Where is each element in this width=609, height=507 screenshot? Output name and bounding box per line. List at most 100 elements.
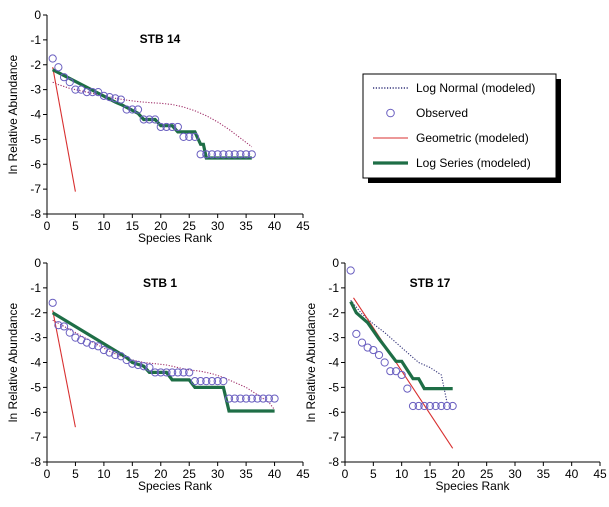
x-axis-label: Species Rank (435, 479, 510, 493)
observed-point (207, 377, 217, 386)
observed-point (54, 321, 63, 330)
observed-point (48, 54, 57, 63)
x-tick-label: 45 (593, 467, 607, 481)
observed-point (247, 394, 256, 403)
observed-point (224, 150, 234, 159)
y-tick-label: -1 (30, 281, 41, 295)
x-tick-label: 40 (268, 219, 282, 233)
y-tick-label: -4 (30, 356, 41, 370)
observed-point (264, 394, 273, 403)
observed-point (369, 345, 378, 355)
observed-point (230, 150, 239, 159)
observed-point (179, 132, 188, 141)
x-tick-label: 15 (423, 467, 437, 481)
log-normal-line (52, 81, 253, 148)
observed-point (236, 394, 245, 403)
observed-point (77, 85, 86, 94)
log-series-line (51, 68, 252, 160)
y-tick-label: 0 (34, 8, 41, 22)
y-tick-label: -5 (328, 380, 339, 394)
observed-point (168, 122, 177, 132)
legend-entry-label: Log Normal (modeled) (416, 81, 535, 95)
observed-point (105, 348, 114, 357)
x-tick-label: 5 (370, 467, 377, 481)
observed-point (111, 94, 120, 103)
observed-point (168, 368, 177, 377)
observed-point (414, 401, 423, 411)
observed-point (270, 394, 279, 403)
observed-point (380, 358, 389, 367)
observed-point (190, 132, 200, 141)
x-tick-label: 0 (44, 467, 51, 481)
observed-point (213, 377, 222, 386)
x-tick-label: 0 (44, 219, 51, 233)
observed-point (145, 115, 154, 124)
x-tick-label: 35 (239, 219, 253, 233)
y-tick-label: -8 (30, 455, 41, 469)
observed-point (116, 352, 126, 361)
observed-point (213, 150, 222, 159)
y-tick-label: -8 (30, 207, 41, 221)
x-tick-label: 35 (537, 467, 551, 481)
y-axis-label: ln Relative Abundance (6, 54, 20, 174)
x-tick-label: 30 (211, 219, 225, 233)
x-tick-label: 5 (72, 219, 79, 233)
observed-point (59, 322, 69, 331)
y-axis-label: ln Relative Abundance (304, 302, 318, 422)
observed-point (397, 370, 406, 380)
observed-point (116, 95, 126, 104)
legend-entry-label: Log Series (modeled) (416, 156, 531, 170)
observed-point (357, 338, 367, 347)
observed-point (145, 363, 154, 372)
x-tick-label: 10 (97, 219, 111, 233)
observed-point (162, 368, 171, 377)
chart-stb-17: 0 5 10 15 20 25 30 35 40 45 0 -1 -2 -3 -4 -5 -6 -7 -8 Speci… (304, 256, 607, 493)
observed-point (363, 343, 372, 352)
observed-point (247, 150, 256, 159)
x-tick-label: 15 (126, 467, 140, 481)
x-tick-label: 30 (211, 467, 225, 481)
observed-point (202, 150, 211, 159)
observed-point (403, 384, 412, 393)
observed-point (448, 401, 457, 411)
observed-point (242, 150, 251, 159)
x-tick-label: 30 (508, 467, 522, 481)
y-tick-label: -7 (30, 182, 41, 196)
x-tick-label: 20 (452, 467, 466, 481)
observed-point (82, 338, 91, 347)
legend-observed-symbol (386, 108, 395, 118)
observed-point (190, 377, 200, 386)
geometric-line (353, 297, 454, 449)
observed-point (346, 266, 355, 275)
observed-point (128, 105, 137, 114)
observed-point (236, 150, 245, 159)
x-tick-label: 40 (565, 467, 579, 481)
observed-point (224, 394, 234, 403)
y-tick-label: -5 (30, 380, 41, 394)
y-tick-label: -8 (328, 455, 339, 469)
chart-title: STB 14 (140, 32, 181, 46)
observed-point (94, 88, 103, 97)
observed-point (54, 63, 63, 72)
observed-point (156, 122, 165, 132)
observed-point (65, 78, 74, 87)
observed-point (437, 401, 446, 411)
observed-point (374, 350, 384, 360)
observed-point (128, 359, 137, 368)
observed-point (202, 377, 211, 386)
observed-point (185, 368, 194, 377)
chart-stb-14: 0 5 10 15 20 25 30 35 40 45 0 -1 -2 -3 -4 -5 -6 -7 -8 Speci… (6, 8, 310, 245)
observed-point (242, 394, 251, 403)
legend-entry-label: Observed (416, 106, 468, 120)
observed-point (173, 368, 182, 377)
legend-box (362, 73, 557, 179)
observed-point (71, 85, 80, 94)
observed-point (230, 394, 239, 403)
x-tick-label: 20 (154, 219, 168, 233)
log-normal-line (52, 319, 276, 411)
x-tick-label: 10 (97, 467, 111, 481)
observed-point (139, 115, 148, 124)
observed-point (82, 88, 91, 97)
observed-point (442, 401, 452, 411)
